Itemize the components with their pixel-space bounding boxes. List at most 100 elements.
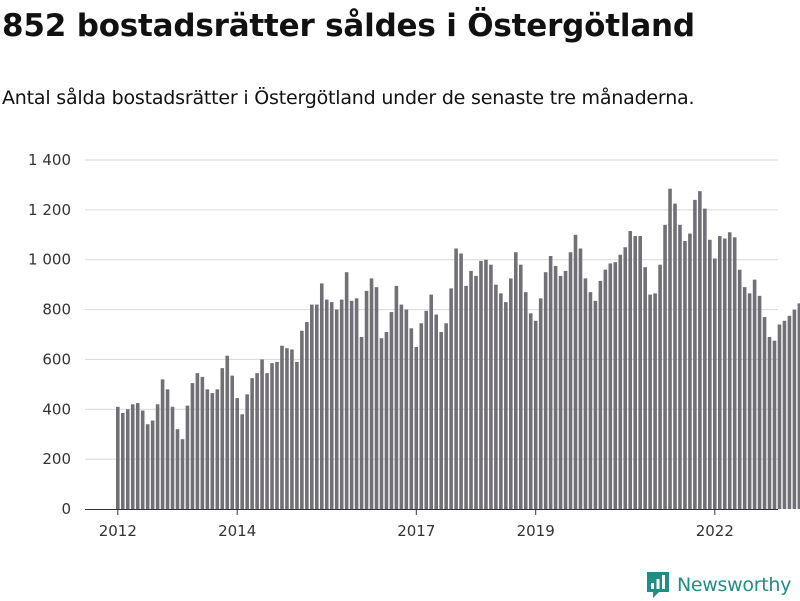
bar — [628, 231, 633, 510]
bar — [464, 285, 468, 509]
bar — [474, 275, 478, 509]
bar — [170, 406, 175, 509]
bar — [543, 272, 548, 509]
y-tick-label: 400 — [42, 400, 71, 418]
bar — [319, 283, 324, 509]
bar — [155, 404, 160, 509]
bar — [255, 373, 259, 509]
bar — [648, 294, 652, 509]
bar — [792, 309, 797, 509]
bar — [384, 332, 389, 509]
bar — [459, 253, 463, 509]
bar — [344, 272, 349, 509]
bar — [160, 379, 165, 509]
bar — [643, 267, 647, 509]
x-tick-label: 2012 — [99, 522, 137, 540]
bar — [275, 361, 279, 509]
bar — [116, 406, 120, 509]
bar — [578, 248, 583, 509]
bar — [688, 233, 692, 510]
bar — [135, 403, 140, 509]
bar — [145, 424, 150, 509]
bar — [449, 288, 453, 509]
bar — [305, 322, 309, 509]
bar — [424, 310, 429, 509]
bar — [708, 239, 712, 509]
bar — [334, 309, 339, 509]
bar — [454, 248, 458, 509]
bar — [693, 199, 697, 509]
bar — [210, 393, 215, 509]
bar — [419, 323, 424, 509]
bar — [673, 203, 677, 510]
chart-title: 852 bostadsrätter såldes i Östergötland — [2, 8, 695, 44]
bar — [409, 328, 414, 509]
bar — [339, 299, 344, 509]
bar — [514, 252, 518, 510]
y-tick-label: 600 — [42, 350, 71, 368]
bar — [150, 420, 155, 509]
bar — [369, 278, 374, 509]
y-tick-label: 0 — [61, 500, 71, 518]
bar — [762, 317, 767, 509]
bar — [713, 258, 717, 509]
y-axis-labels: 0 200 400 600 800 1 000 1 200 1 400 — [28, 151, 71, 518]
bar — [295, 361, 299, 509]
bar — [300, 330, 304, 509]
bar — [633, 236, 637, 509]
bar — [732, 237, 737, 509]
bar — [568, 252, 573, 510]
bar — [717, 236, 722, 509]
bar — [703, 208, 707, 510]
bar — [722, 238, 727, 509]
bar — [439, 332, 443, 509]
bar — [553, 265, 558, 509]
bar — [235, 398, 239, 509]
x-axis-labels: 201220142017201920222024 — [99, 522, 734, 540]
bar — [379, 338, 384, 509]
bar — [349, 300, 354, 509]
bar — [220, 368, 225, 509]
bar — [777, 324, 782, 509]
bar — [583, 278, 588, 509]
x-tick-label: 2017 — [397, 522, 435, 540]
bar — [250, 378, 254, 510]
bar — [315, 304, 319, 509]
y-tick-label: 1 000 — [28, 251, 71, 269]
bar — [638, 236, 642, 509]
bar — [623, 247, 628, 509]
bar — [509, 278, 513, 509]
bar — [205, 389, 210, 509]
bar — [683, 241, 687, 509]
bar — [618, 254, 623, 509]
bar — [329, 302, 334, 509]
y-tick-label: 1 400 — [28, 151, 71, 169]
bar — [130, 404, 135, 509]
bar — [772, 340, 777, 509]
bar — [528, 313, 533, 509]
bar — [190, 383, 195, 509]
bar — [185, 405, 190, 509]
bar — [737, 269, 742, 509]
bar — [603, 269, 608, 509]
bar — [499, 293, 503, 509]
bar — [678, 224, 682, 509]
bar — [747, 293, 752, 509]
bar — [494, 284, 498, 509]
brand[interactable]: Newsworthy — [645, 569, 791, 601]
bar — [444, 323, 448, 509]
bar — [324, 299, 329, 509]
bar — [364, 290, 369, 510]
bar — [489, 264, 493, 509]
bar — [752, 279, 757, 509]
bar — [260, 359, 264, 509]
bar — [668, 188, 672, 510]
bar — [394, 285, 399, 509]
bar — [658, 264, 662, 509]
bar — [727, 232, 732, 510]
bar-chart: 0 200 400 600 800 1 000 1 200 1 400 2012 2014 201… — [28, 151, 800, 540]
bar — [195, 373, 200, 509]
bar — [245, 394, 249, 509]
bar — [767, 336, 772, 509]
bar — [290, 349, 294, 509]
